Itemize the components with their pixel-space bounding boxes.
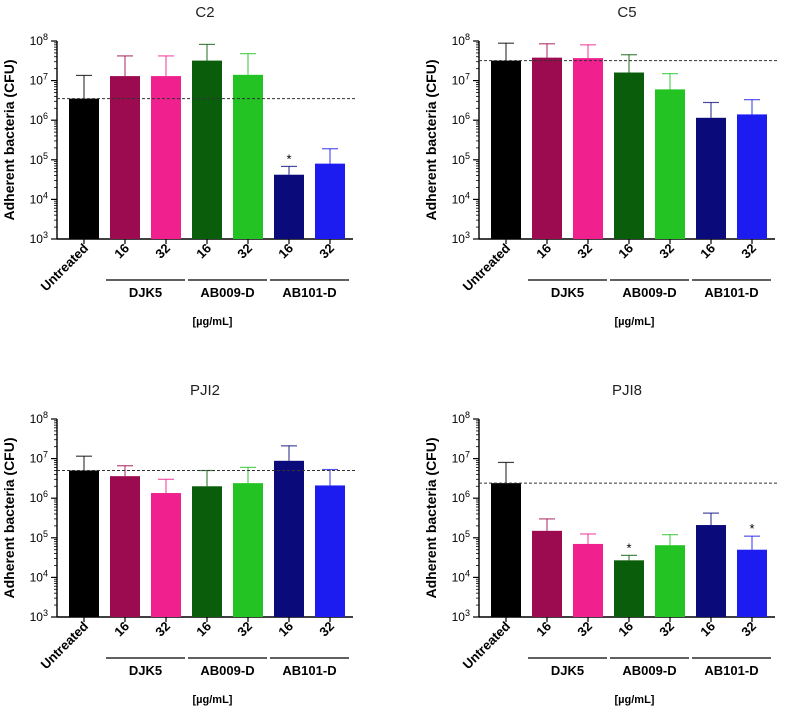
- bar-32-4: [655, 545, 685, 617]
- y-tick-label: 103: [30, 608, 48, 624]
- bar-32-4: [655, 89, 685, 239]
- significance-marker: *: [286, 151, 291, 166]
- y-tick-label: 106: [452, 489, 470, 505]
- y-tick-label: 104: [452, 190, 470, 206]
- y-tick-label: 104: [30, 568, 48, 584]
- y-tick-label: 108: [30, 410, 48, 426]
- y-axis-label: Adherent bacteria (CFU): [423, 437, 439, 598]
- significance-marker: *: [626, 540, 631, 555]
- unit-label: [µg/mL]: [615, 694, 655, 706]
- group-label-djk5: DJK5: [551, 285, 584, 300]
- y-tick-label: 104: [452, 568, 470, 584]
- bar-32-2: [573, 543, 603, 617]
- unit-label: [µg/mL]: [193, 316, 233, 328]
- bar-16-3: [192, 486, 222, 617]
- y-tick-label: 103: [452, 230, 470, 246]
- group-label-djk5: DJK5: [129, 285, 162, 300]
- bar-32-6: [315, 163, 345, 239]
- significance-marker: *: [749, 521, 754, 536]
- bar-untreated-0: [69, 98, 99, 239]
- group-label-djk5: DJK5: [129, 663, 162, 678]
- bar-16-5: [274, 460, 304, 617]
- unit-label: [µg/mL]: [615, 316, 655, 328]
- y-tick-label: 103: [452, 608, 470, 624]
- bar-16-5: [696, 525, 726, 617]
- group-label-ab009-d: AB009-D: [622, 285, 676, 300]
- chart-panel-c2: C2 Adherent bacteria (CFU) 103 104 105 106 107…: [1, 4, 357, 328]
- bar-16-1: [110, 476, 140, 617]
- group-label-ab101-d: AB101-D: [704, 285, 758, 300]
- y-tick-label: 106: [30, 489, 48, 505]
- bar-untreated-0: [491, 60, 521, 239]
- group-label-ab009-d: AB009-D: [200, 285, 254, 300]
- y-tick-label: 106: [452, 111, 470, 127]
- y-tick-label: 104: [30, 190, 48, 206]
- y-tick-label: 107: [452, 450, 470, 466]
- y-axis-label: Adherent bacteria (CFU): [1, 437, 17, 598]
- bar-16-5: [696, 117, 726, 239]
- bar-16-3: [614, 72, 644, 239]
- y-tick-label: 103: [30, 230, 48, 246]
- bar-32-4: [233, 74, 263, 240]
- group-label-ab009-d: AB009-D: [622, 663, 676, 678]
- bar-32-2: [151, 76, 181, 239]
- chart-panel-pji2: PJI2 Adherent bacteria (CFU) 103 104 105 106 1…: [1, 382, 357, 706]
- bar-16-3: [192, 60, 222, 239]
- y-tick-label: 105: [30, 151, 48, 167]
- y-tick-label: 105: [452, 529, 470, 545]
- y-tick-label: 108: [452, 410, 470, 426]
- bar-32-6: [737, 549, 767, 617]
- y-axis-label: Adherent bacteria (CFU): [423, 59, 439, 220]
- y-tick-label: 108: [30, 32, 48, 48]
- y-tick-label: 107: [30, 450, 48, 466]
- chart-title: PJI8: [612, 382, 642, 399]
- group-label-djk5: DJK5: [551, 663, 584, 678]
- y-tick-label: 107: [452, 72, 470, 88]
- chart-title: PJI2: [190, 382, 220, 399]
- bar-32-2: [573, 58, 603, 239]
- y-tick-label: 107: [30, 72, 48, 88]
- chart-title: C2: [195, 4, 214, 21]
- chart-panel-c5: C5 Adherent bacteria (CFU) 103 104 105 106 107…: [423, 4, 779, 328]
- bar-32-6: [315, 485, 345, 617]
- bar-32-2: [151, 493, 181, 617]
- unit-label: [µg/mL]: [193, 694, 233, 706]
- bar-16-3: [614, 560, 644, 617]
- bar-32-6: [737, 114, 767, 239]
- y-axis-label: Adherent bacteria (CFU): [1, 59, 17, 220]
- y-tick-label: 108: [452, 32, 470, 48]
- bar-16-5: [274, 174, 304, 239]
- group-label-ab101-d: AB101-D: [282, 285, 336, 300]
- group-label-ab101-d: AB101-D: [704, 663, 758, 678]
- chart-title: C5: [617, 4, 636, 21]
- bar-16-1: [110, 76, 140, 239]
- bar-32-4: [233, 483, 263, 617]
- bar-untreated-0: [491, 483, 521, 617]
- bar-16-1: [532, 530, 562, 617]
- y-tick-label: 105: [452, 151, 470, 167]
- group-label-ab101-d: AB101-D: [282, 663, 336, 678]
- bar-16-1: [532, 57, 562, 240]
- group-label-ab009-d: AB009-D: [200, 663, 254, 678]
- y-tick-label: 106: [30, 111, 48, 127]
- bar-untreated-0: [69, 470, 99, 617]
- y-tick-label: 105: [30, 529, 48, 545]
